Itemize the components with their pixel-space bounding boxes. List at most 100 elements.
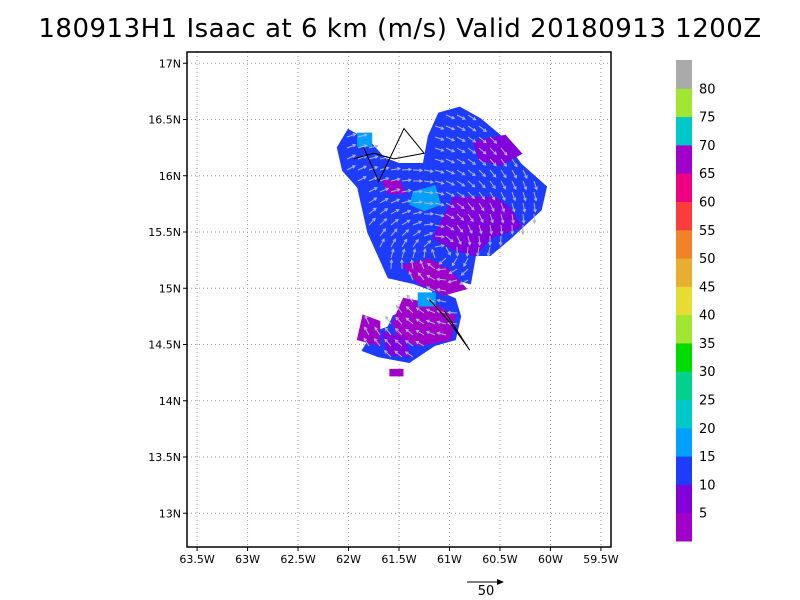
- wind-arrow-head: [440, 202, 445, 207]
- wind-arrow: [384, 327, 392, 336]
- wind-arrow-head: [461, 183, 466, 187]
- wind-arrow: [456, 235, 462, 245]
- wind-arrow: [406, 294, 414, 303]
- wind-arrow: [445, 224, 454, 231]
- lat-tick-label: 13N: [159, 507, 181, 520]
- wind-arrow: [390, 167, 400, 171]
- wind-arrow-head: [405, 328, 409, 333]
- wind-arrow: [478, 125, 487, 132]
- wind-arrow-head: [490, 219, 494, 224]
- wind-arrow: [456, 136, 466, 142]
- wind-arrow: [346, 154, 356, 160]
- wind-arrow: [522, 180, 527, 190]
- wind-arrow-head: [394, 350, 399, 355]
- wind-arrow: [426, 330, 436, 336]
- reference-vector: [467, 579, 504, 585]
- wind-arrow-head: [488, 242, 492, 247]
- wind-arrow-head: [362, 176, 367, 180]
- wind-region-c5: [389, 368, 404, 377]
- wind-arrow-head: [426, 262, 431, 267]
- wind-arrow-head: [418, 200, 423, 205]
- wind-arrow-head: [471, 172, 476, 177]
- wind-arrow: [405, 317, 414, 325]
- wind-arrow: [368, 176, 378, 182]
- colorbar-swatch: [676, 229, 692, 259]
- wind-arrow: [419, 260, 425, 270]
- wind-arrow-head: [429, 222, 434, 227]
- wind-arrow: [456, 158, 466, 164]
- wind-arrow: [390, 209, 400, 215]
- wind-arrow-head: [440, 137, 445, 141]
- wind-arrow: [456, 147, 466, 153]
- colorbar-label: 75: [699, 111, 716, 126]
- wind-arrow: [478, 224, 483, 234]
- wind-arrow-head: [513, 174, 517, 179]
- wind-arrow: [434, 191, 444, 195]
- wind-arrow-head: [374, 144, 379, 149]
- wind-arrow-head: [399, 258, 404, 263]
- wind-arrow-head: [481, 196, 486, 200]
- wind-arrow-head: [436, 288, 441, 292]
- wind-arrow-head: [408, 270, 413, 275]
- wind-arrow: [445, 235, 454, 243]
- wind-arrow: [478, 158, 486, 166]
- wind-arrow-head: [384, 338, 388, 343]
- wind-arrow: [384, 350, 392, 358]
- wind-arrow: [489, 136, 497, 144]
- wind-arrow-head: [451, 193, 456, 197]
- wind-arrow-head: [465, 253, 470, 257]
- wind-arrow: [478, 180, 486, 189]
- wind-arrow-head: [532, 220, 537, 225]
- wind-arrow-head: [491, 208, 495, 213]
- wind-arrow-head: [523, 186, 528, 191]
- colorbar-label: 5: [699, 507, 707, 522]
- colorbar-label: 50: [699, 252, 716, 267]
- wind-arrow: [379, 238, 385, 248]
- wind-arrow: [368, 187, 378, 193]
- wind-arrow: [434, 235, 444, 238]
- wind-arrow-head: [469, 230, 473, 235]
- wind-arrow-head: [471, 195, 476, 200]
- wind-arrow: [434, 147, 444, 152]
- lat-tick-label: 13.5N: [148, 451, 181, 464]
- colorbar-label: 45: [699, 280, 716, 295]
- wind-arrow: [511, 202, 515, 212]
- wind-arrow: [437, 332, 447, 336]
- wind-arrow: [533, 202, 536, 212]
- wind-arrow-head: [372, 207, 377, 212]
- wind-arrow-head: [435, 267, 440, 272]
- colorbar-swatch: [676, 116, 692, 146]
- wind-arrow-head: [429, 180, 434, 184]
- wind-arrow: [390, 249, 394, 259]
- wind-arrow: [412, 249, 416, 259]
- wind-arrow-head: [436, 331, 441, 336]
- wind-arrow-head: [412, 248, 417, 253]
- wind-arrow-head: [524, 175, 528, 180]
- wind-arrow: [401, 189, 411, 193]
- wind-arrow: [478, 213, 484, 223]
- wind-arrow-head: [482, 162, 487, 166]
- wind-region-c10: [381, 331, 412, 358]
- wind-arrow-head: [392, 238, 396, 243]
- wind-arrow-head: [419, 168, 424, 173]
- colorbar-swatch: [676, 173, 692, 202]
- wind-arrow: [489, 224, 493, 234]
- wind-arrow: [346, 133, 356, 138]
- wind-arrow-head: [450, 226, 455, 231]
- wind-arrow: [390, 238, 396, 248]
- wind-arrow-head: [486, 252, 491, 257]
- lat-tick-label: 15.5N: [148, 226, 181, 239]
- wind-arrow-head: [503, 163, 508, 168]
- color-bar: 5 10 15 20 25 30 35 40 45 50 55 60 65 70 75 80: [676, 60, 716, 542]
- wind-arrow-head: [451, 148, 456, 153]
- wind-arrow: [456, 202, 465, 210]
- wind-arrow: [357, 155, 367, 160]
- wind-region-c20: [417, 292, 436, 307]
- wind-arrow-head: [382, 228, 387, 232]
- wind-arrow-head: [394, 327, 399, 332]
- wind-arrow-head: [447, 251, 451, 256]
- wind-arrow-head: [533, 197, 538, 202]
- wind-arrow-head: [477, 242, 482, 247]
- wind-arrow: [478, 147, 487, 155]
- wind-arrow: [467, 202, 475, 211]
